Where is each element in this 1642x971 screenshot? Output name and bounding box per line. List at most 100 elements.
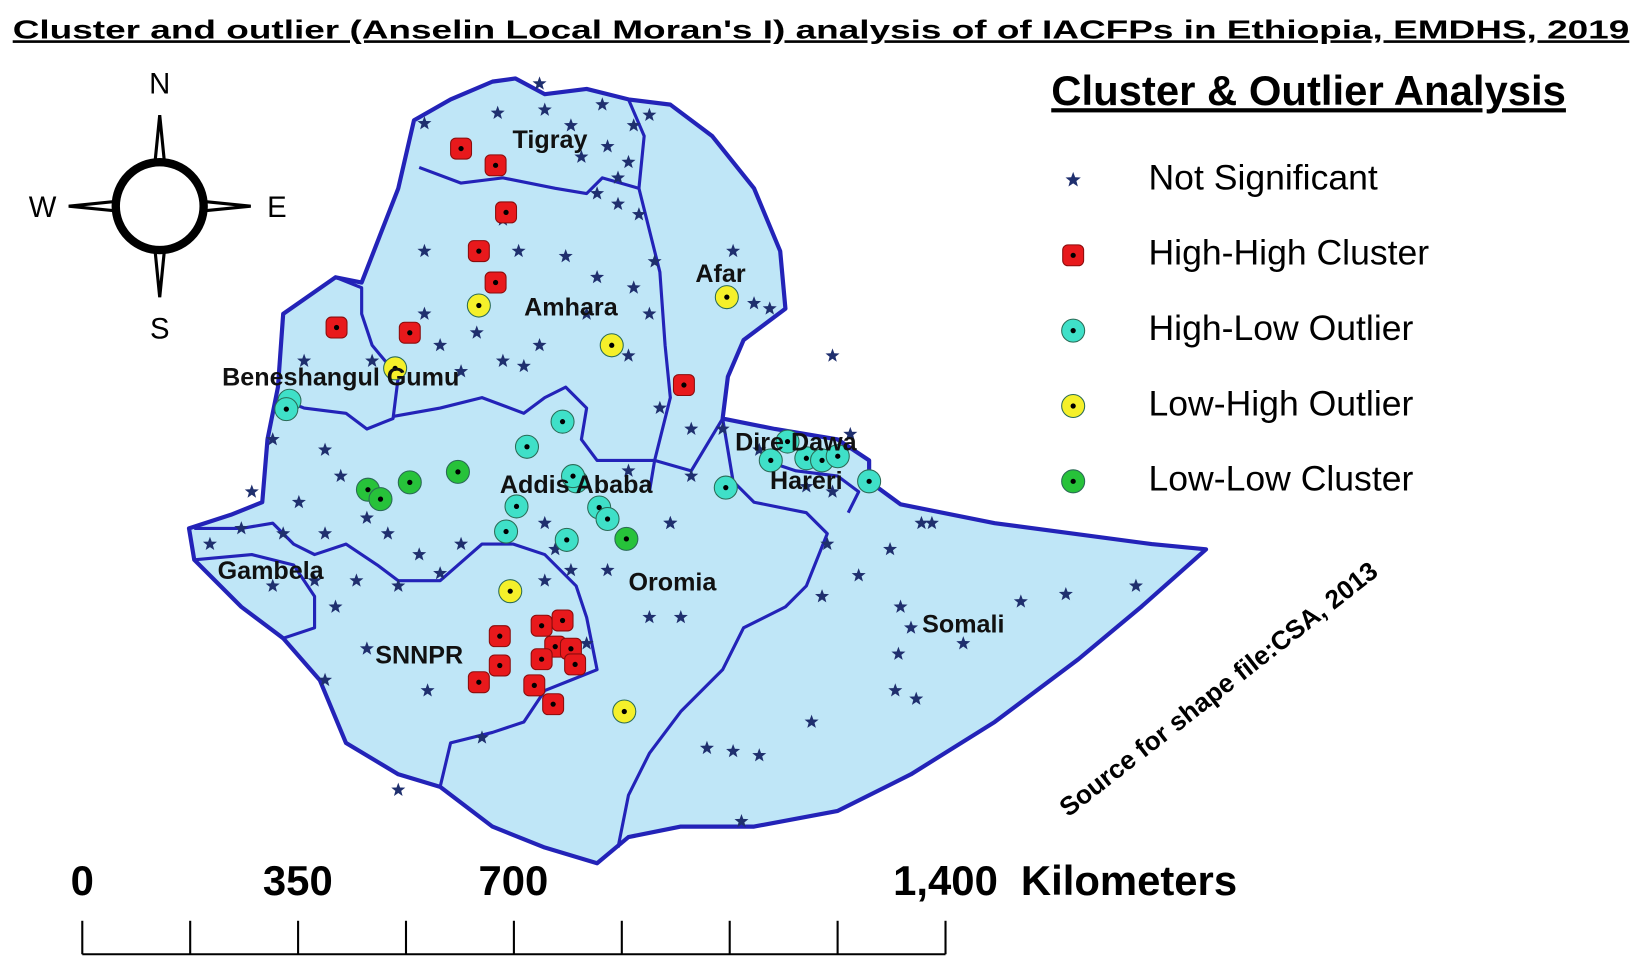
region-label: Tigray bbox=[513, 126, 588, 154]
cluster-point bbox=[550, 409, 575, 434]
not-significant-point bbox=[642, 306, 657, 320]
point-center bbox=[724, 294, 730, 300]
point-center bbox=[835, 453, 841, 459]
not-significant-point bbox=[532, 76, 547, 90]
not-significant-point bbox=[516, 358, 531, 373]
legend: Not Significant High-High Cluster High-Low… bbox=[1061, 157, 1429, 499]
point-center bbox=[609, 342, 615, 348]
not-significant-point bbox=[563, 562, 578, 577]
cluster-point bbox=[466, 293, 491, 318]
not-significant-point bbox=[328, 599, 343, 613]
not-significant-point bbox=[595, 97, 610, 111]
not-significant-point bbox=[684, 468, 699, 483]
not-significant-point bbox=[495, 353, 510, 367]
point-center bbox=[524, 444, 530, 450]
not-significant-point bbox=[412, 547, 427, 561]
not-significant-point bbox=[537, 573, 552, 587]
point-center bbox=[392, 365, 398, 371]
not-significant-point bbox=[318, 526, 333, 540]
country-outline bbox=[186, 76, 1209, 866]
not-significant-point bbox=[202, 536, 217, 551]
not-significant-point bbox=[815, 589, 830, 603]
not-significant-point bbox=[699, 740, 714, 755]
not-significant-point bbox=[626, 118, 641, 132]
scale-bar: 0 350 700 1,400 Kilometers bbox=[71, 857, 1237, 956]
not-significant-point bbox=[1065, 171, 1081, 187]
cluster-point bbox=[530, 648, 553, 671]
cluster-point bbox=[614, 526, 639, 551]
region-label: Beneshangul Gumu bbox=[222, 363, 459, 391]
point-center bbox=[1070, 328, 1076, 334]
point-center bbox=[407, 479, 413, 485]
legend-title: Cluster & Outlier Analysis bbox=[1051, 67, 1566, 114]
cluster-point bbox=[383, 356, 408, 381]
cluster-point bbox=[1061, 469, 1086, 494]
point-center bbox=[559, 617, 566, 624]
not-significant-point bbox=[734, 814, 749, 828]
compass-east: E bbox=[267, 191, 287, 224]
not-significant-point bbox=[365, 353, 380, 367]
not-significant-point bbox=[924, 515, 939, 530]
not-significant-point bbox=[574, 149, 589, 163]
not-significant-point bbox=[631, 207, 646, 221]
cluster-point bbox=[450, 137, 473, 160]
compass-north: N bbox=[149, 68, 170, 101]
region-boundary bbox=[637, 187, 672, 493]
not-significant-point bbox=[469, 325, 484, 339]
not-significant-point bbox=[642, 610, 657, 624]
scale-label: 350 bbox=[263, 857, 333, 904]
not-significant-point bbox=[234, 521, 249, 535]
point-center bbox=[1070, 478, 1076, 484]
cluster-point bbox=[514, 434, 540, 459]
point-center bbox=[377, 496, 384, 502]
not-significant-point bbox=[265, 578, 280, 592]
scale-label: 700 bbox=[478, 857, 548, 904]
not-significant-point bbox=[647, 254, 662, 268]
not-significant-point bbox=[349, 573, 364, 587]
cluster-point bbox=[713, 475, 738, 500]
cluster-point bbox=[523, 674, 546, 697]
point-center bbox=[365, 487, 371, 493]
not-significant-point bbox=[265, 432, 280, 446]
not-significant-point bbox=[914, 515, 929, 530]
cluster-point bbox=[564, 653, 587, 676]
not-significant-point bbox=[391, 578, 406, 592]
point-center bbox=[476, 679, 482, 685]
not-significant-point bbox=[663, 515, 678, 530]
not-significant-point bbox=[762, 301, 777, 315]
cluster-point bbox=[1061, 318, 1086, 343]
point-center bbox=[604, 516, 611, 522]
point-center bbox=[476, 302, 482, 309]
not-significant-point bbox=[883, 542, 898, 556]
region-label: Dire Dawa bbox=[735, 428, 857, 456]
not-significant-point bbox=[600, 139, 615, 153]
point-center bbox=[492, 279, 499, 286]
not-significant-point bbox=[590, 186, 605, 200]
cluster-point bbox=[612, 699, 637, 724]
not-significant-point bbox=[891, 646, 906, 660]
not-significant-point bbox=[537, 515, 552, 530]
not-significant-point bbox=[642, 107, 657, 122]
region-label: Hareri bbox=[770, 467, 843, 495]
point-center bbox=[507, 588, 513, 594]
point-center bbox=[550, 701, 556, 707]
cluster-point bbox=[1062, 244, 1085, 267]
region-label: Gambela bbox=[218, 557, 325, 585]
cluster-point bbox=[857, 469, 882, 494]
not-significant-point bbox=[621, 154, 636, 169]
not-significant-point bbox=[893, 599, 908, 613]
not-significant-point bbox=[391, 782, 406, 796]
not-significant-point bbox=[558, 249, 573, 263]
not-significant-point bbox=[433, 337, 448, 352]
cluster-point bbox=[560, 464, 586, 489]
not-significant-point bbox=[276, 526, 291, 540]
cluster-point bbox=[1061, 393, 1086, 419]
cluster-point bbox=[595, 506, 620, 532]
not-significant-point bbox=[420, 683, 435, 697]
cluster-point bbox=[714, 285, 739, 310]
cluster-point bbox=[498, 579, 523, 604]
not-significant-point bbox=[1058, 586, 1073, 601]
not-significant-point bbox=[511, 243, 526, 258]
cluster-point bbox=[825, 444, 850, 469]
